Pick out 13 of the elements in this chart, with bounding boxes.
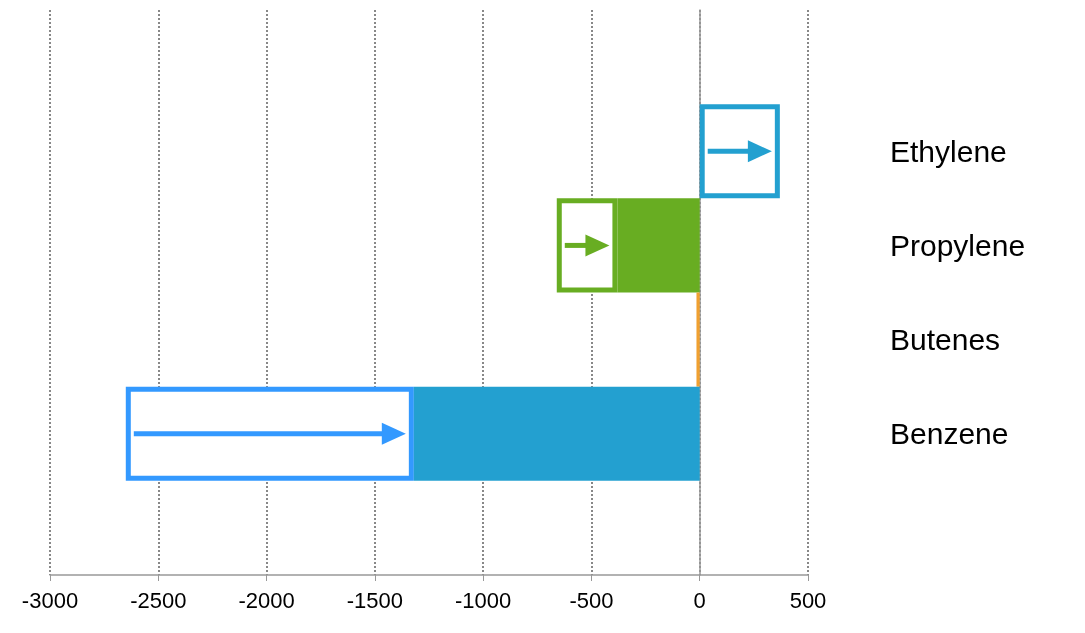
y-tick-label: Butenes — [890, 323, 1001, 357]
x-tick-label: -2000 — [238, 587, 295, 613]
y-tick-label: Ethylene — [890, 134, 1007, 168]
x-tick-label: -2500 — [130, 587, 187, 613]
y-tick-label: Benzene — [890, 417, 1009, 451]
x-tick-label: -500 — [569, 587, 614, 613]
x-tick-label: 0 — [693, 587, 706, 613]
bar — [696, 292, 700, 387]
x-tick-label: -1000 — [455, 587, 512, 613]
x-tick-label: -1500 — [346, 587, 403, 613]
x-tick-label: -3000 — [21, 587, 79, 613]
y-tick-label: Propylene — [890, 228, 1026, 262]
x-tick-label: 500 — [789, 587, 827, 613]
